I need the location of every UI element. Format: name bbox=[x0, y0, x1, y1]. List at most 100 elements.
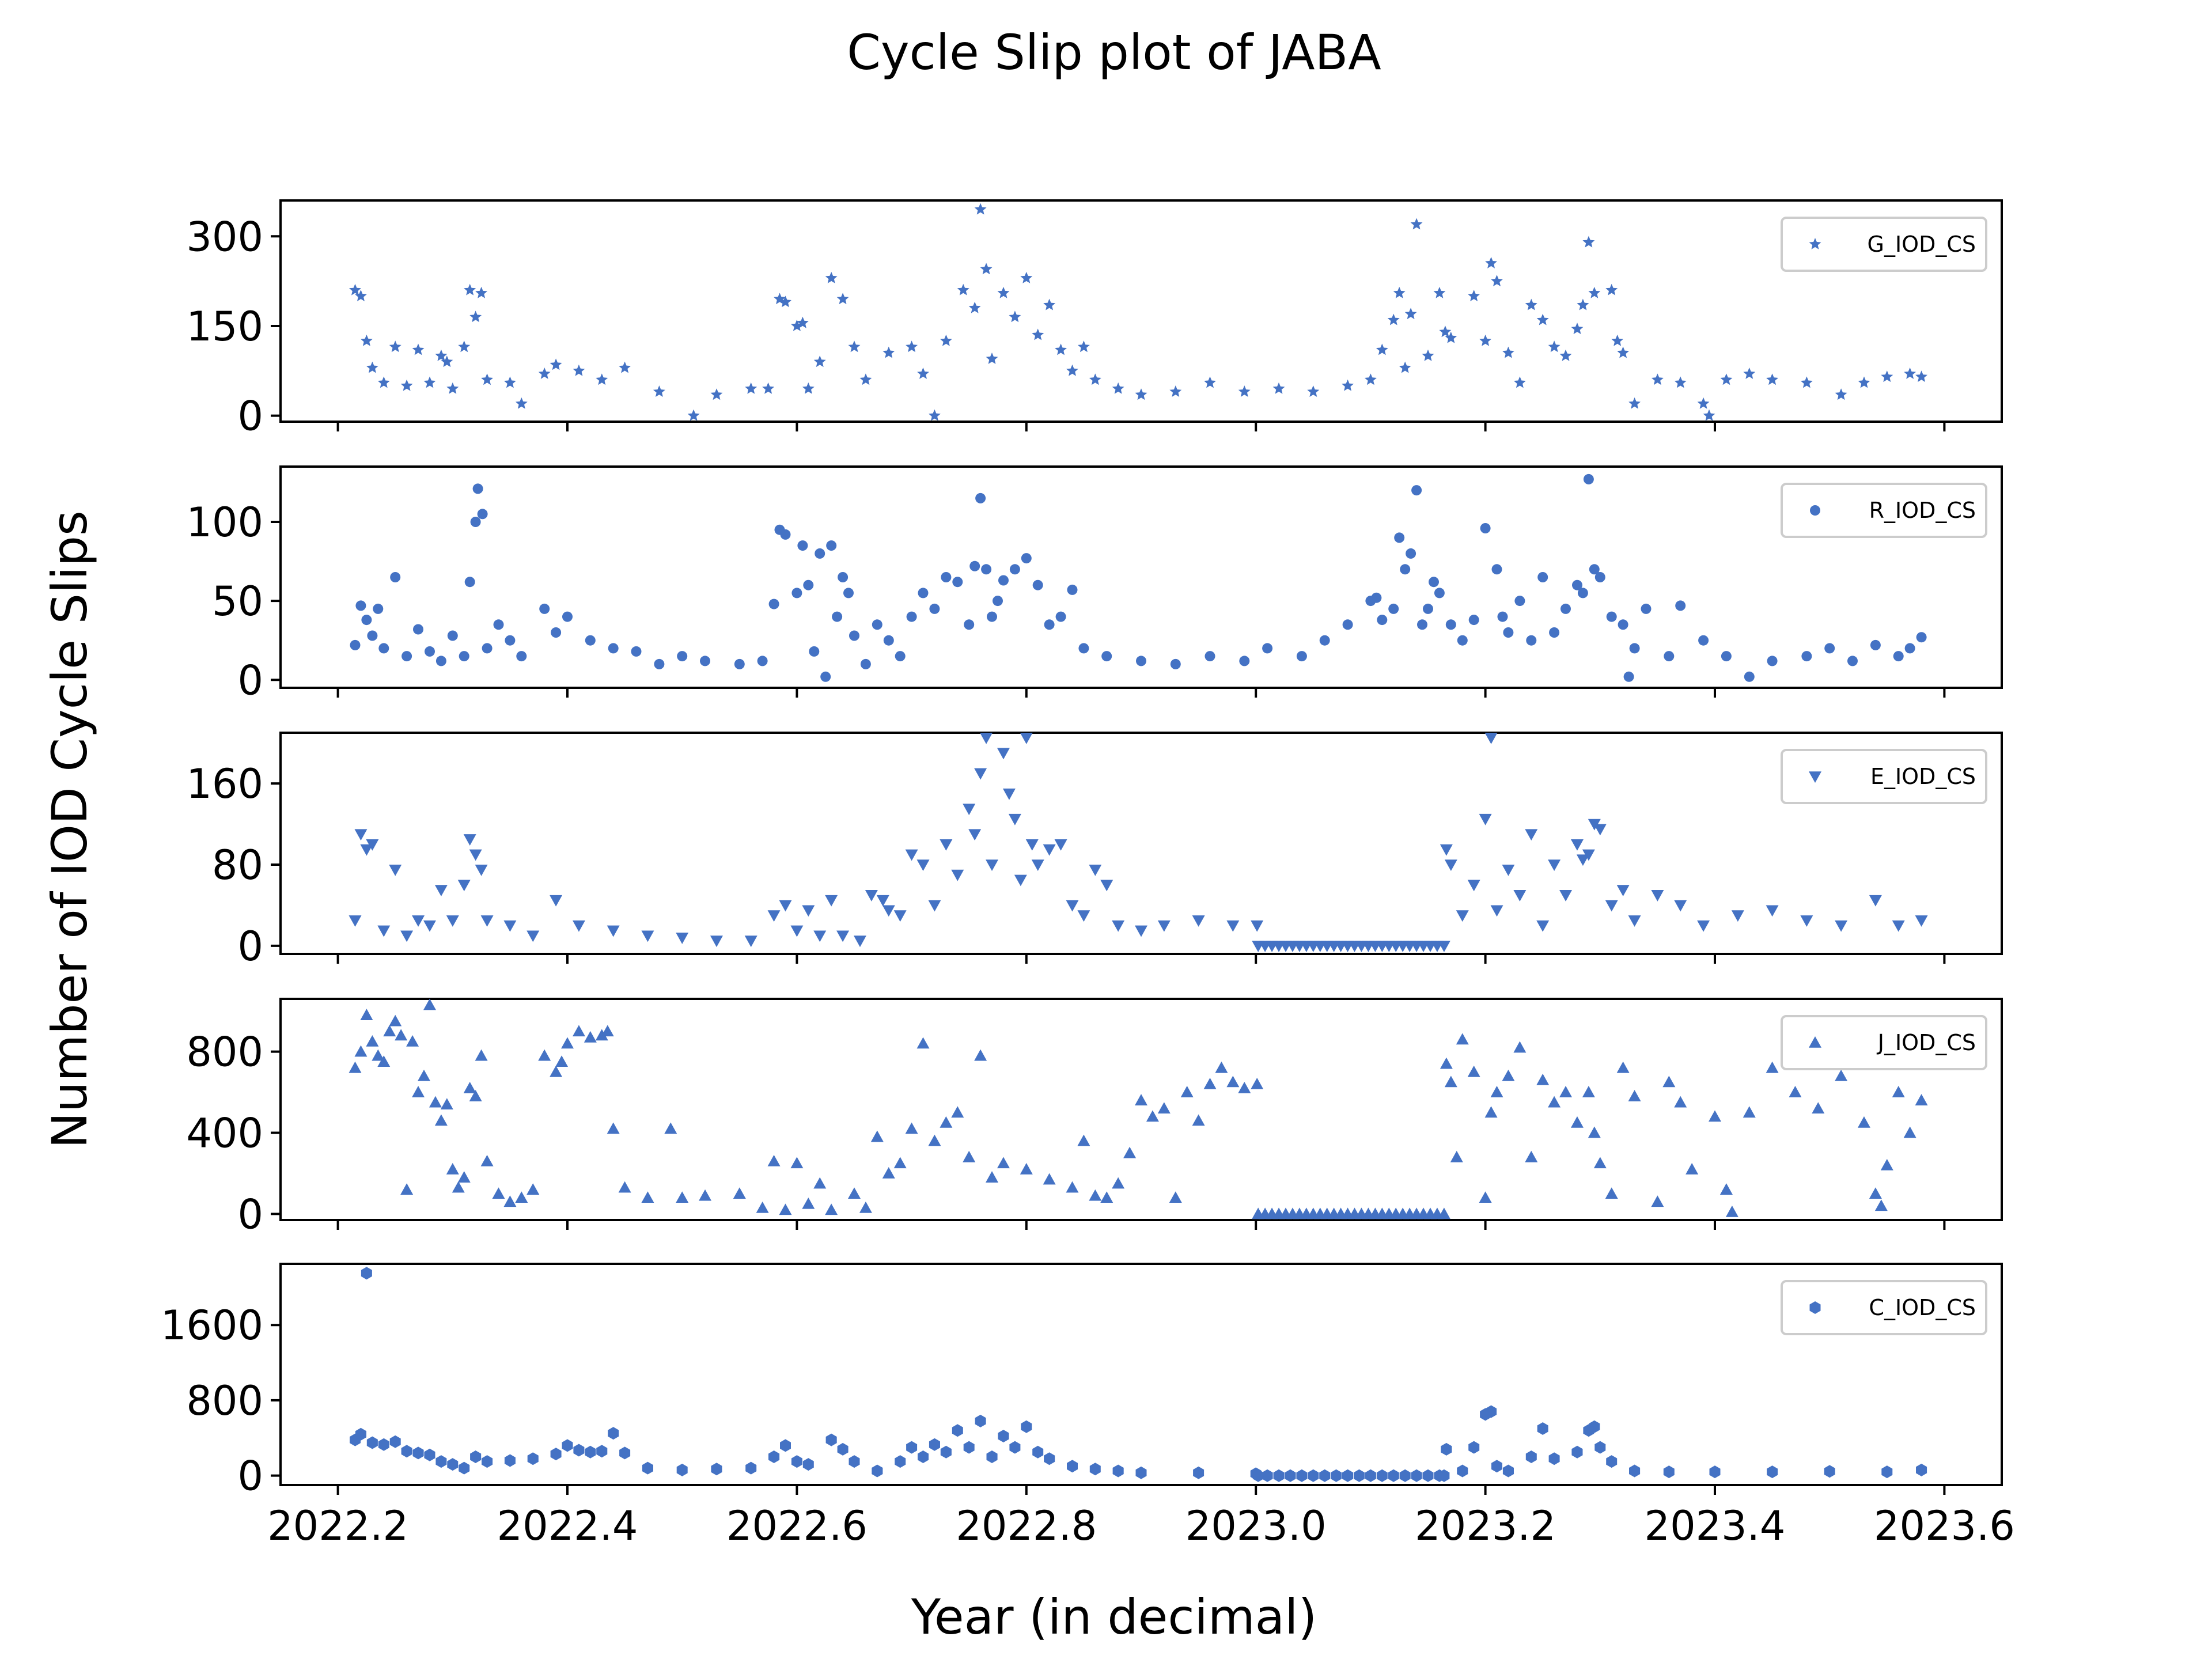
data-point bbox=[400, 930, 414, 942]
data-point bbox=[619, 361, 631, 373]
data-point bbox=[986, 1171, 999, 1183]
data-point bbox=[1376, 343, 1388, 355]
data-point bbox=[550, 1065, 563, 1077]
data-point bbox=[1858, 376, 1870, 388]
data-point bbox=[1571, 323, 1584, 334]
data-point bbox=[504, 1454, 516, 1467]
data-point bbox=[366, 1035, 379, 1047]
y-tick-label: 400 bbox=[186, 1110, 263, 1157]
data-point bbox=[1525, 1450, 1537, 1463]
data-point bbox=[1066, 1181, 1079, 1193]
data-point bbox=[905, 1122, 918, 1134]
data-point bbox=[918, 1450, 929, 1463]
data-points bbox=[349, 733, 1928, 952]
data-point bbox=[435, 1455, 447, 1468]
data-point bbox=[360, 334, 373, 346]
data-point bbox=[1371, 592, 1382, 603]
data-point bbox=[441, 355, 453, 368]
data-point bbox=[826, 540, 837, 551]
data-point bbox=[515, 1191, 528, 1203]
data-point bbox=[423, 376, 436, 388]
data-point bbox=[1559, 1086, 1573, 1097]
data-point bbox=[1377, 615, 1388, 626]
data-point bbox=[469, 310, 482, 323]
data-point bbox=[929, 1438, 940, 1451]
data-point bbox=[412, 1086, 425, 1097]
data-point bbox=[402, 651, 412, 662]
data-point bbox=[1468, 1441, 1480, 1454]
data-point bbox=[1423, 603, 1433, 614]
y-tick-label: 0 bbox=[237, 1191, 263, 1238]
data-point bbox=[1766, 1061, 1779, 1073]
data-point bbox=[1135, 1466, 1147, 1479]
data-point bbox=[1605, 900, 1618, 912]
data-point bbox=[1502, 1069, 1515, 1081]
data-point bbox=[1548, 1452, 1560, 1465]
data-point bbox=[1238, 385, 1251, 397]
plot-frame bbox=[279, 732, 2003, 955]
legend: C_IOD_CS bbox=[1781, 1280, 1987, 1335]
data-point bbox=[1393, 286, 1406, 298]
data-point bbox=[1238, 1082, 1251, 1093]
data-point bbox=[503, 920, 517, 932]
data-point bbox=[1043, 1173, 1056, 1185]
data-point bbox=[987, 611, 997, 622]
data-point bbox=[1651, 1195, 1664, 1207]
data-point bbox=[796, 316, 809, 328]
data-point bbox=[790, 319, 803, 331]
data-point bbox=[1835, 388, 1847, 400]
data-points bbox=[349, 998, 1928, 1219]
data-point bbox=[1502, 346, 1514, 358]
data-point bbox=[561, 1037, 574, 1049]
data-point bbox=[1031, 859, 1044, 871]
data-point bbox=[395, 1029, 408, 1041]
data-point bbox=[980, 733, 993, 744]
data-point bbox=[1450, 1150, 1463, 1162]
x-tick-label: 2023.6 bbox=[1874, 1502, 2015, 1550]
data-point bbox=[1869, 895, 1882, 907]
data-point bbox=[527, 1183, 540, 1195]
data-point bbox=[918, 588, 929, 599]
data-point bbox=[1135, 1094, 1147, 1105]
data-point bbox=[1664, 651, 1675, 662]
data-point bbox=[1342, 1469, 1354, 1482]
data-point bbox=[952, 577, 963, 588]
data-point bbox=[406, 1035, 419, 1047]
data-point bbox=[1731, 910, 1744, 922]
data-point bbox=[477, 509, 488, 520]
data-point bbox=[963, 1441, 975, 1454]
legend-marker bbox=[1810, 505, 1820, 516]
data-point bbox=[1089, 373, 1101, 385]
data-point bbox=[1743, 1106, 1756, 1118]
data-point bbox=[423, 920, 436, 932]
data-point bbox=[1404, 308, 1417, 320]
data-point bbox=[1618, 619, 1628, 630]
data-point bbox=[968, 829, 982, 841]
data-point bbox=[687, 409, 700, 421]
data-point bbox=[1916, 1463, 1927, 1476]
data-point bbox=[1067, 1460, 1078, 1473]
data-point bbox=[997, 286, 1010, 298]
data-point bbox=[1009, 564, 1020, 575]
data-point bbox=[929, 603, 940, 614]
data-point bbox=[1100, 880, 1113, 892]
data-point bbox=[1331, 1469, 1342, 1482]
data-point bbox=[349, 1061, 362, 1073]
data-point bbox=[1594, 572, 1605, 582]
data-point bbox=[350, 639, 361, 650]
data-point bbox=[434, 1114, 448, 1126]
data-point bbox=[463, 834, 476, 846]
data-point bbox=[1365, 1469, 1376, 1482]
data-point bbox=[475, 286, 488, 298]
data-point bbox=[1180, 1086, 1194, 1097]
y-tick-label: 800 bbox=[186, 1377, 263, 1425]
data-point bbox=[1513, 376, 1526, 388]
data-point bbox=[929, 409, 941, 421]
data-point bbox=[940, 1445, 952, 1459]
data-point bbox=[515, 397, 528, 409]
data-point bbox=[756, 1201, 769, 1213]
data-point bbox=[1025, 839, 1039, 851]
data-point bbox=[767, 910, 781, 922]
data-point bbox=[1674, 900, 1687, 912]
data-point bbox=[367, 630, 378, 641]
